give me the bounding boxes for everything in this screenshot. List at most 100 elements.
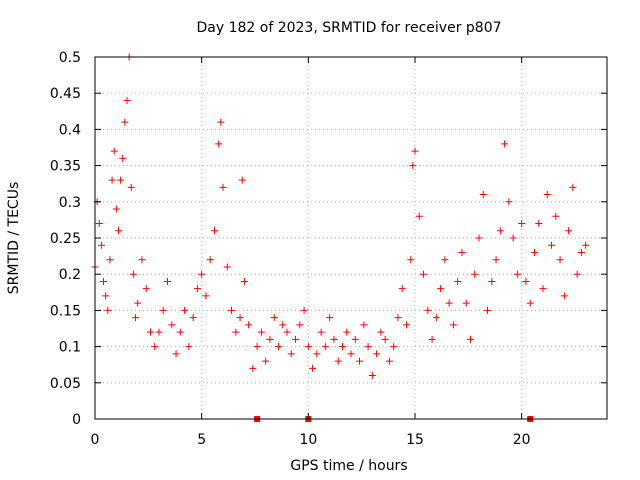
data-point bbox=[428, 335, 436, 343]
y-tick-label: 0.45 bbox=[50, 86, 81, 102]
data-point bbox=[313, 350, 321, 358]
data-point bbox=[132, 314, 140, 322]
data-point bbox=[492, 256, 500, 264]
data-point bbox=[304, 343, 312, 351]
data-point bbox=[119, 154, 127, 162]
data-point bbox=[262, 357, 270, 365]
data-point bbox=[552, 212, 560, 220]
data-point bbox=[172, 350, 180, 358]
data-point bbox=[121, 118, 129, 126]
data-point bbox=[236, 314, 244, 322]
data-point bbox=[424, 306, 432, 314]
data-point bbox=[138, 256, 146, 264]
x-axis-label: GPS time / hours bbox=[290, 458, 407, 474]
data-point bbox=[321, 343, 329, 351]
data-point bbox=[176, 328, 184, 336]
data-point bbox=[129, 270, 137, 278]
data-point bbox=[228, 306, 236, 314]
data-point bbox=[385, 357, 393, 365]
data-point bbox=[462, 299, 470, 307]
y-tick-label: 0.2 bbox=[59, 267, 81, 283]
y-tick-label: 0.25 bbox=[50, 231, 81, 247]
x-tick-label: 0 bbox=[91, 432, 100, 448]
data-point bbox=[151, 343, 159, 351]
data-point bbox=[245, 321, 253, 329]
grid bbox=[95, 57, 607, 419]
data-point bbox=[249, 364, 257, 372]
data-point bbox=[501, 140, 509, 148]
data-point bbox=[411, 147, 419, 155]
data-point bbox=[449, 321, 457, 329]
data-point bbox=[496, 227, 504, 235]
y-tick-label: 0.15 bbox=[50, 303, 81, 319]
data-point bbox=[569, 183, 577, 191]
data-point bbox=[104, 306, 112, 314]
data-point bbox=[432, 314, 440, 322]
data-point bbox=[317, 328, 325, 336]
data-point bbox=[266, 335, 274, 343]
data-point bbox=[390, 343, 398, 351]
data-point bbox=[356, 357, 364, 365]
data-point bbox=[326, 314, 334, 322]
data-point bbox=[518, 220, 526, 228]
x-tick-label: 15 bbox=[406, 432, 424, 448]
data-point bbox=[155, 328, 163, 336]
y-tick-label: 0.35 bbox=[50, 159, 81, 175]
data-point bbox=[556, 256, 564, 264]
ticks bbox=[94, 56, 607, 420]
data-point bbox=[193, 285, 201, 293]
data-point bbox=[309, 364, 317, 372]
data-point bbox=[381, 335, 389, 343]
y-tick-label: 0.05 bbox=[50, 376, 81, 392]
data-point bbox=[479, 191, 487, 199]
data-point bbox=[347, 350, 355, 358]
data-point bbox=[127, 183, 135, 191]
data-point bbox=[287, 350, 295, 358]
data-point bbox=[100, 277, 108, 285]
data-points bbox=[91, 53, 590, 422]
data-point bbox=[219, 183, 227, 191]
data-point bbox=[210, 227, 218, 235]
data-point bbox=[117, 176, 125, 184]
data-point bbox=[300, 306, 308, 314]
data-point bbox=[283, 328, 291, 336]
data-point bbox=[543, 191, 551, 199]
data-point bbox=[560, 292, 568, 300]
data-point bbox=[466, 335, 474, 343]
data-point bbox=[97, 241, 105, 249]
data-point bbox=[223, 263, 231, 271]
data-point bbox=[112, 205, 120, 213]
data-point bbox=[535, 220, 543, 228]
data-point bbox=[240, 277, 248, 285]
data-point bbox=[142, 285, 150, 293]
data-point bbox=[279, 321, 287, 329]
data-point bbox=[548, 241, 556, 249]
y-tick-label: 0.5 bbox=[59, 50, 81, 66]
data-point bbox=[364, 343, 372, 351]
data-point bbox=[577, 248, 585, 256]
data-point bbox=[441, 256, 449, 264]
data-point bbox=[368, 372, 376, 380]
data-point bbox=[134, 299, 142, 307]
data-point bbox=[257, 328, 265, 336]
data-point bbox=[110, 147, 118, 155]
y-tick-label: 0.1 bbox=[59, 340, 81, 356]
data-point bbox=[114, 227, 122, 235]
y-axis-label: SRMTID / TECUs bbox=[6, 182, 22, 295]
data-point bbox=[338, 343, 346, 351]
data-point bbox=[108, 176, 116, 184]
data-point bbox=[360, 321, 368, 329]
data-point bbox=[475, 234, 483, 242]
data-point bbox=[394, 314, 402, 322]
data-point bbox=[484, 306, 492, 314]
y-tick-label: 0.4 bbox=[59, 122, 81, 138]
data-point bbox=[513, 270, 521, 278]
data-point bbox=[146, 328, 154, 336]
data-point bbox=[377, 328, 385, 336]
data-point bbox=[454, 277, 462, 285]
data-point bbox=[334, 357, 342, 365]
data-point bbox=[415, 212, 423, 220]
data-point bbox=[164, 277, 172, 285]
data-point bbox=[217, 118, 225, 126]
